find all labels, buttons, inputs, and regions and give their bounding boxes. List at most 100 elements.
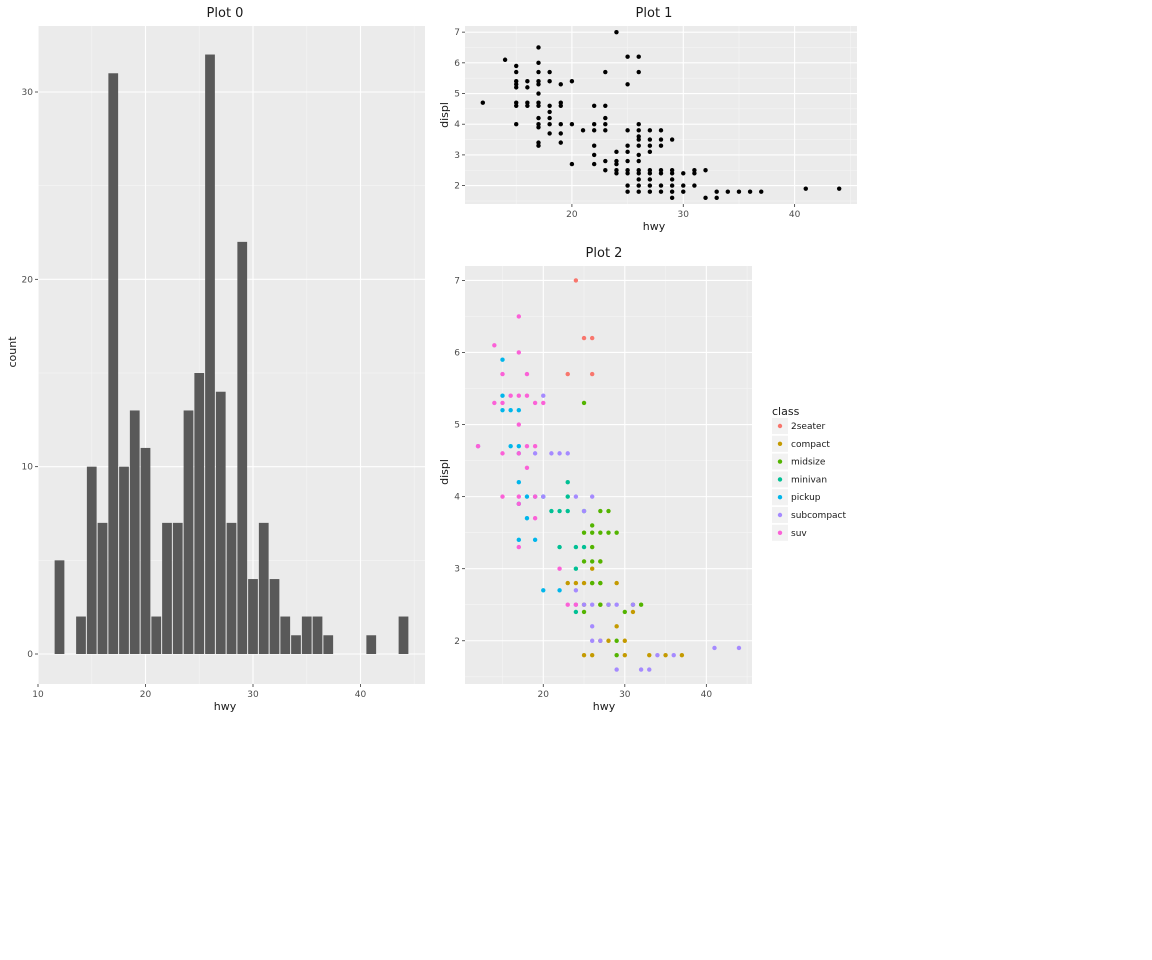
data-point-pickup — [516, 537, 522, 543]
data-point-2seater — [581, 335, 587, 341]
x-tick-label: 30 — [619, 690, 631, 700]
histogram-bar — [205, 54, 215, 655]
data-point — [747, 189, 753, 194]
histogram-bar — [151, 616, 162, 654]
data-point — [692, 171, 697, 176]
data-point — [525, 79, 530, 84]
data-point-midsize — [581, 609, 587, 615]
data-point-minivan — [549, 508, 554, 514]
plot-1-panel-background — [465, 26, 857, 204]
y-tick-label: 7 — [454, 28, 460, 38]
plot-0-gridlines — [37, 26, 425, 684]
data-point — [625, 149, 630, 155]
data-point-suv — [475, 443, 481, 449]
data-point-compact — [679, 652, 685, 658]
data-point — [669, 171, 675, 176]
data-point — [502, 57, 508, 62]
plot-1-y-ticks: 2 3 4 5 6 7 — [454, 28, 465, 192]
data-point-subcompact — [589, 638, 595, 643]
data-point-compact — [663, 652, 668, 658]
histogram-bar — [194, 373, 205, 654]
data-point-subcompact — [573, 494, 579, 499]
data-point — [636, 189, 641, 194]
data-point-midsize — [581, 400, 587, 406]
data-point — [658, 168, 664, 173]
plot-0-x-axis-label: hwy — [214, 700, 237, 713]
data-point-suv — [508, 393, 513, 398]
data-point-midsize — [614, 638, 619, 643]
histogram-bar — [129, 410, 140, 654]
data-point — [514, 82, 519, 87]
histogram-bar — [366, 635, 377, 654]
data-point — [669, 183, 675, 188]
histogram-bar — [183, 410, 194, 654]
data-point — [603, 122, 608, 127]
data-point — [614, 161, 619, 167]
plot-0-y-ticks: 0 10 20 30 — [22, 88, 38, 660]
histogram-bar — [398, 616, 409, 654]
data-point — [614, 29, 619, 35]
plot-2-panel-background — [465, 266, 752, 684]
histogram-bar — [280, 616, 291, 654]
histogram-bar — [237, 241, 248, 654]
data-point-2seater — [565, 371, 570, 377]
data-point-suv — [524, 371, 530, 377]
data-point-suv — [532, 443, 538, 449]
data-point — [647, 171, 653, 176]
data-point — [836, 186, 842, 191]
data-point — [603, 69, 608, 75]
data-point-midsize — [606, 530, 611, 535]
data-point-subcompact — [557, 451, 562, 456]
data-point-suv — [516, 544, 522, 550]
data-point-suv — [541, 400, 546, 406]
data-point-subcompact — [589, 494, 595, 499]
data-point — [536, 69, 541, 75]
y-tick-label: 5 — [454, 421, 460, 431]
data-point — [591, 128, 597, 133]
data-point — [636, 137, 641, 142]
data-point-midsize — [589, 544, 595, 550]
histogram-bar — [248, 579, 258, 654]
data-point — [536, 60, 541, 66]
data-point-midsize — [598, 530, 603, 535]
data-point — [558, 131, 563, 136]
data-point-pickup — [508, 407, 513, 413]
data-point-pickup — [541, 588, 546, 593]
data-point — [514, 69, 519, 75]
data-point-suv — [524, 443, 530, 449]
histogram-bar — [54, 560, 65, 654]
data-point — [636, 69, 641, 75]
data-point-suv — [516, 451, 522, 456]
data-point — [536, 140, 541, 145]
data-point-subcompact — [614, 667, 619, 672]
data-point-pickup — [500, 407, 505, 413]
legend-label: minivan — [791, 475, 827, 485]
plot-1-title: Plot 1 — [636, 6, 673, 21]
data-point — [658, 143, 664, 148]
data-point — [536, 82, 541, 87]
data-point — [692, 168, 697, 173]
data-point-compact — [622, 652, 628, 658]
data-point — [547, 109, 552, 115]
data-point-subcompact — [712, 645, 717, 651]
data-point-midsize — [614, 530, 619, 535]
data-point — [647, 143, 653, 148]
data-point-pickup — [516, 407, 522, 413]
data-point — [658, 189, 664, 194]
x-tick-label: 30 — [247, 690, 259, 700]
data-point-pickup — [508, 443, 513, 449]
data-point-suv — [516, 501, 522, 507]
data-point — [525, 100, 530, 105]
data-point — [514, 103, 519, 108]
data-point-minivan — [573, 544, 579, 550]
data-point-compact — [630, 609, 636, 615]
data-point — [480, 100, 486, 105]
data-point-compact — [581, 580, 587, 586]
plot-2-legend: class 2seater compact midsize minivan pickup… — [772, 405, 847, 541]
data-point — [525, 85, 530, 90]
data-point — [625, 171, 630, 176]
data-point — [603, 103, 608, 108]
plot-0-title: Plot 0 — [207, 6, 244, 21]
x-tick-label: 20 — [538, 690, 550, 700]
